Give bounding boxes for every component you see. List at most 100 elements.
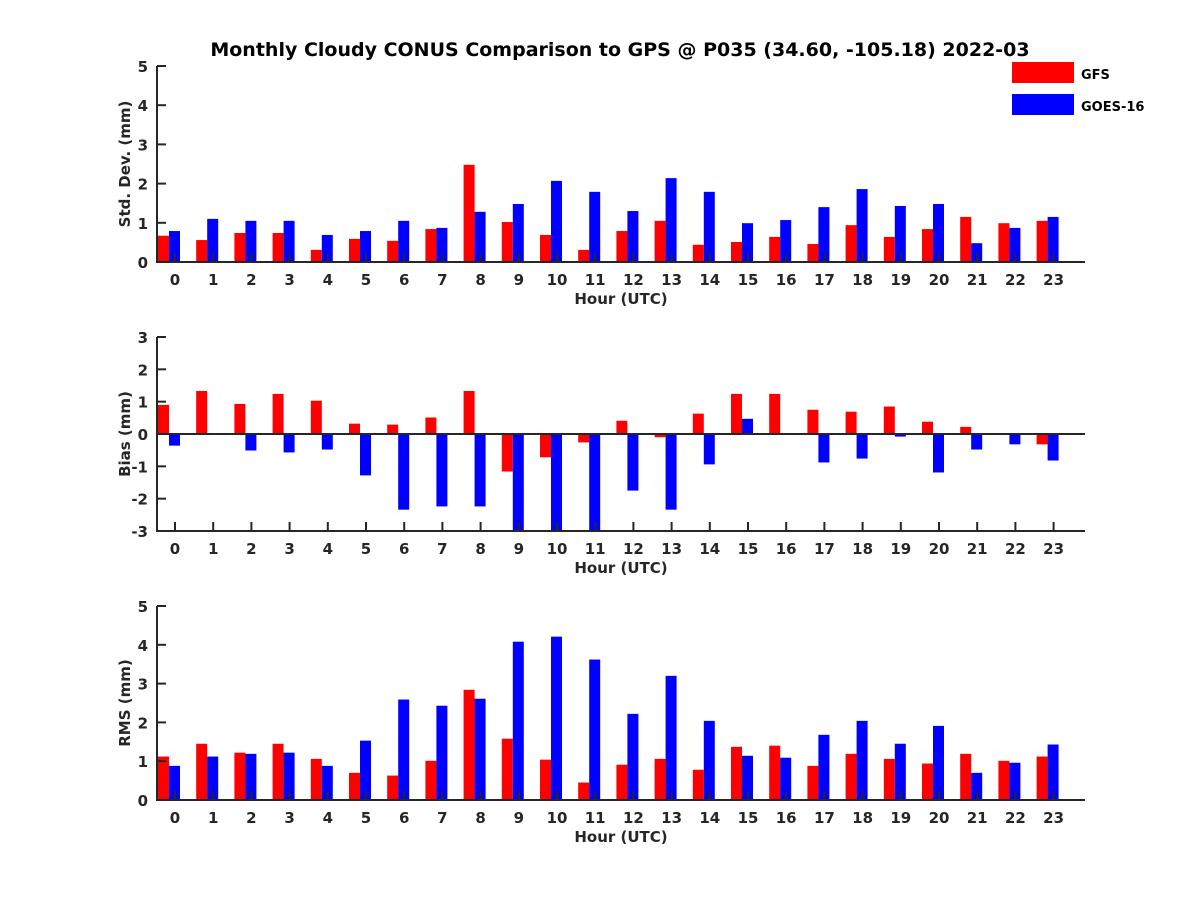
bar-goes16-hour-13 [665,178,677,262]
x-tick-label: 22 [1005,271,1026,289]
x-tick-label: 16 [776,540,797,558]
x-tick-label: 8 [475,540,485,558]
x-tick-label: 6 [399,540,409,558]
bar-gfs-hour-21 [960,426,972,434]
y-axis-label: Std. Dev. (mm) [116,101,134,228]
bar-goes16-hour-10 [551,434,562,531]
x-tick-label: 10 [547,271,568,289]
x-tick-label: 13 [661,540,682,558]
bar-goes16-hour-5 [360,434,371,476]
x-tick-label: 8 [475,809,485,827]
x-tick-label: 16 [776,271,797,289]
bar-goes16-hour-15 [742,223,753,262]
bar-gfs-hour-9 [501,222,513,262]
y-tick-label: 2 [138,176,148,194]
x-tick-label: 14 [699,271,720,289]
legend-label-goes16: GOES-16 [1081,100,1144,115]
bar-goes16-hour-20 [933,203,944,262]
x-tick-label: 19 [890,540,911,558]
bar-goes16-hour-6 [398,699,410,800]
bar-goes16-hour-13 [665,675,677,800]
bar-goes16-hour-11 [589,659,601,800]
bar-goes16-hour-14 [703,720,715,800]
bar-gfs-hour-19 [883,758,895,800]
bar-gfs-hour-14 [692,769,704,800]
bar-gfs-hour-22 [998,223,1010,262]
x-tick-label: 4 [323,809,333,827]
bar-gfs-hour-23 [1036,434,1048,445]
x-tick-label: 10 [547,540,568,558]
x-tick-label: 5 [361,540,371,558]
x-tick-label: 20 [929,540,950,558]
chart-title: Monthly Cloudy CONUS Comparison to GPS @… [210,39,1029,61]
x-tick-label: 10 [547,809,568,827]
x-tick-label: 7 [437,809,447,827]
bar-gfs-hour-8 [463,164,475,262]
y-tick-label: 3 [138,676,148,694]
bar-gfs-hour-0 [158,235,169,262]
bar-goes16-hour-0 [169,765,180,800]
bar-gfs-hour-9 [501,738,513,800]
bar-gfs-hour-12 [616,420,628,434]
x-tick-label: 16 [776,809,797,827]
x-tick-label: 15 [738,271,759,289]
bar-gfs-hour-18 [845,225,857,262]
x-tick-label: 22 [1005,809,1026,827]
bar-gfs-hour-21 [960,753,972,800]
x-tick-label: 7 [437,271,447,289]
bar-gfs-hour-16 [769,745,781,800]
bar-goes16-hour-9 [512,434,524,531]
x-tick-label: 13 [661,271,682,289]
bar-goes16-hour-7 [436,705,448,800]
x-tick-label: 11 [585,809,606,827]
bar-gfs-hour-8 [463,689,475,800]
bar-gfs-hour-0 [158,756,169,800]
y-tick-label: 3 [138,329,148,347]
bar-goes16-hour-15 [742,418,753,434]
bar-gfs-hour-11 [578,782,590,800]
legend: GFS GOES-16 [1012,62,1144,115]
bar-gfs-hour-21 [960,216,972,262]
bar-goes16-hour-14 [703,191,715,262]
bar-gfs-hour-11 [578,434,590,443]
bar-goes16-hour-9 [512,641,524,800]
x-tick-label: 15 [738,540,759,558]
bar-goes16-hour-22 [1009,762,1021,800]
x-tick-label: 12 [623,540,644,558]
bar-goes16-hour-7 [436,434,448,507]
x-tick-label: 17 [814,809,835,827]
bar-gfs-hour-20 [922,229,933,262]
bar-goes16-hour-12 [627,434,639,491]
bar-gfs-hour-14 [692,244,704,262]
bar-goes16-hour-16 [780,757,792,800]
bar-goes16-hour-19 [894,434,906,437]
y-tick-label: 1 [138,215,148,233]
bar-gfs-hour-12 [616,231,628,262]
x-tick-label: 19 [890,809,911,827]
bar-goes16-hour-8 [474,698,486,800]
x-tick-label: 18 [852,809,873,827]
bar-goes16-hour-21 [971,434,983,450]
bar-gfs-hour-9 [501,434,513,472]
y-tick-label: -1 [131,458,148,476]
bar-gfs-hour-17 [807,243,819,262]
y-tick-label: -3 [131,523,148,541]
bar-goes16-hour-3 [283,752,295,800]
bar-goes16-hour-19 [894,743,906,800]
bar-goes16-hour-12 [627,211,639,262]
legend-swatch-gfs [1012,62,1074,83]
x-tick-label: 19 [890,271,911,289]
bar-gfs-hour-14 [692,413,704,434]
y-tick-label: 5 [138,58,148,76]
bar-gfs-hour-15 [731,242,742,262]
bar-gfs-hour-1 [196,240,208,262]
bar-goes16-hour-19 [894,205,906,262]
bar-gfs-hour-16 [769,393,781,434]
x-tick-label: 21 [967,540,988,558]
bar-gfs-hour-7 [425,760,437,800]
x-tick-label: 23 [1043,271,1064,289]
x-tick-label: 6 [399,271,409,289]
bar-goes16-hour-10 [551,636,562,800]
